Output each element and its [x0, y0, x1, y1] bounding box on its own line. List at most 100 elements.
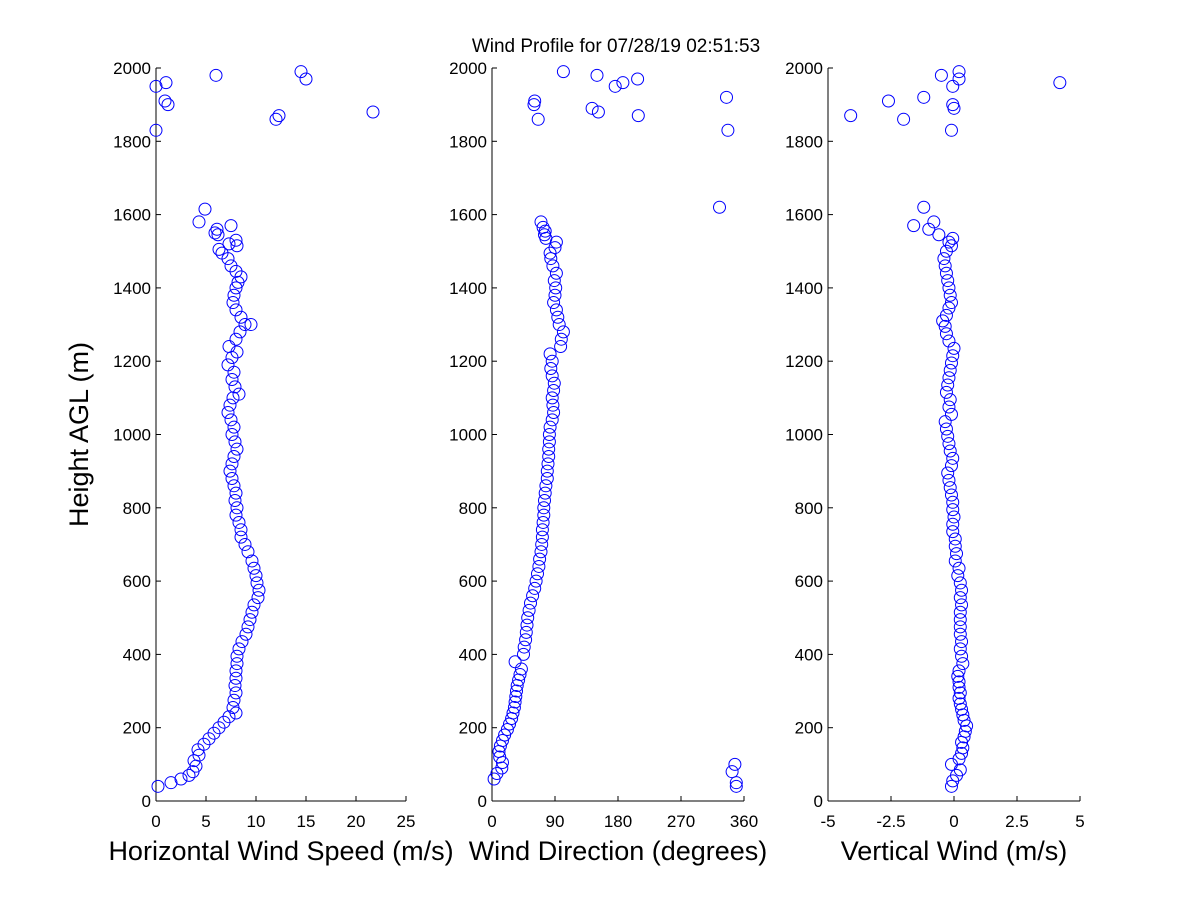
data-point — [952, 664, 966, 678]
data-point — [946, 79, 960, 93]
data-point — [252, 583, 266, 597]
data-point — [955, 746, 969, 760]
data-point — [942, 281, 956, 295]
data-point — [1053, 76, 1067, 90]
x-tick-label: 25 — [397, 812, 416, 831]
data-point — [241, 545, 255, 559]
data-point — [541, 457, 555, 471]
data-point — [521, 611, 535, 625]
data-point — [209, 68, 223, 82]
data-point — [549, 303, 563, 317]
data-point — [943, 363, 957, 377]
data-point — [542, 449, 556, 463]
data-point — [953, 613, 967, 627]
x-tick-label: 270 — [667, 812, 695, 831]
data-point — [508, 695, 522, 709]
data-point — [234, 523, 248, 537]
data-point — [230, 649, 244, 663]
data-point — [158, 94, 172, 108]
data-point — [159, 76, 173, 90]
figure-title: Wind Profile for 07/28/19 02:51:53 — [472, 36, 760, 57]
data-point — [939, 266, 953, 280]
data-point — [538, 486, 552, 500]
data-point — [554, 340, 568, 354]
data-point — [547, 296, 561, 310]
x-tick-label: 15 — [297, 812, 316, 831]
data-point — [907, 219, 921, 233]
data-point — [161, 98, 175, 112]
data-point — [941, 378, 955, 392]
y-tick-label: 600 — [795, 572, 823, 591]
data-point — [151, 779, 165, 793]
data-point — [953, 591, 967, 605]
data-point — [164, 776, 178, 790]
data-point — [225, 428, 239, 441]
data-point — [939, 308, 953, 322]
data-point — [950, 547, 964, 561]
data-point — [952, 675, 966, 689]
y-tick-label: 2000 — [449, 59, 487, 78]
data-point — [946, 517, 960, 531]
data-point — [549, 281, 563, 295]
data-point — [245, 554, 259, 568]
data-point — [229, 508, 243, 522]
data-point — [244, 318, 258, 332]
data-point — [927, 215, 941, 229]
data-point — [493, 739, 507, 753]
x-tick-label: 10 — [247, 812, 266, 831]
data-point — [210, 222, 224, 236]
data-point — [232, 642, 246, 656]
data-point — [946, 98, 960, 112]
data-point — [556, 65, 570, 79]
data-point — [227, 420, 241, 434]
data-point — [946, 231, 960, 245]
y-tick-label: 600 — [123, 572, 151, 591]
y-tick-label: 1600 — [449, 206, 487, 225]
data-point — [543, 420, 557, 434]
x-tick-label: 20 — [347, 812, 366, 831]
data-point — [956, 657, 970, 671]
data-point — [238, 537, 252, 551]
data-point — [946, 503, 960, 517]
data-point — [552, 318, 566, 332]
data-point — [208, 226, 222, 240]
data-point — [225, 457, 239, 471]
data-point — [590, 68, 604, 82]
data-point — [955, 598, 969, 612]
data-point — [519, 633, 533, 647]
data-point — [942, 437, 956, 451]
y-tick-label: 1400 — [113, 279, 151, 298]
data-point — [496, 734, 509, 748]
data-point — [224, 259, 238, 273]
data-point — [536, 515, 550, 529]
data-point — [522, 603, 536, 617]
data-point — [533, 552, 547, 566]
data-point — [510, 684, 523, 698]
data-point — [545, 354, 559, 368]
y-tick-label: 400 — [459, 645, 487, 664]
data-point — [539, 479, 553, 493]
data-point — [249, 569, 263, 583]
data-point — [495, 761, 509, 775]
x-tick-label: -2.5 — [876, 812, 905, 831]
data-point — [631, 72, 645, 86]
data-point — [946, 349, 960, 363]
data-point — [245, 605, 259, 619]
data-point — [917, 200, 931, 214]
data-point — [546, 398, 560, 412]
y-tick-label: 1800 — [113, 132, 151, 151]
data-point — [544, 252, 558, 266]
data-point — [942, 371, 956, 385]
y-tick-label: 1000 — [449, 426, 487, 445]
data-point — [944, 356, 958, 370]
data-point — [941, 429, 955, 443]
data-point — [222, 340, 236, 354]
data-point — [952, 65, 966, 79]
data-point — [528, 94, 542, 108]
data-point — [538, 224, 552, 238]
data-point — [938, 415, 952, 429]
data-point — [506, 706, 520, 720]
data-point — [251, 591, 265, 605]
data-point — [952, 691, 966, 705]
